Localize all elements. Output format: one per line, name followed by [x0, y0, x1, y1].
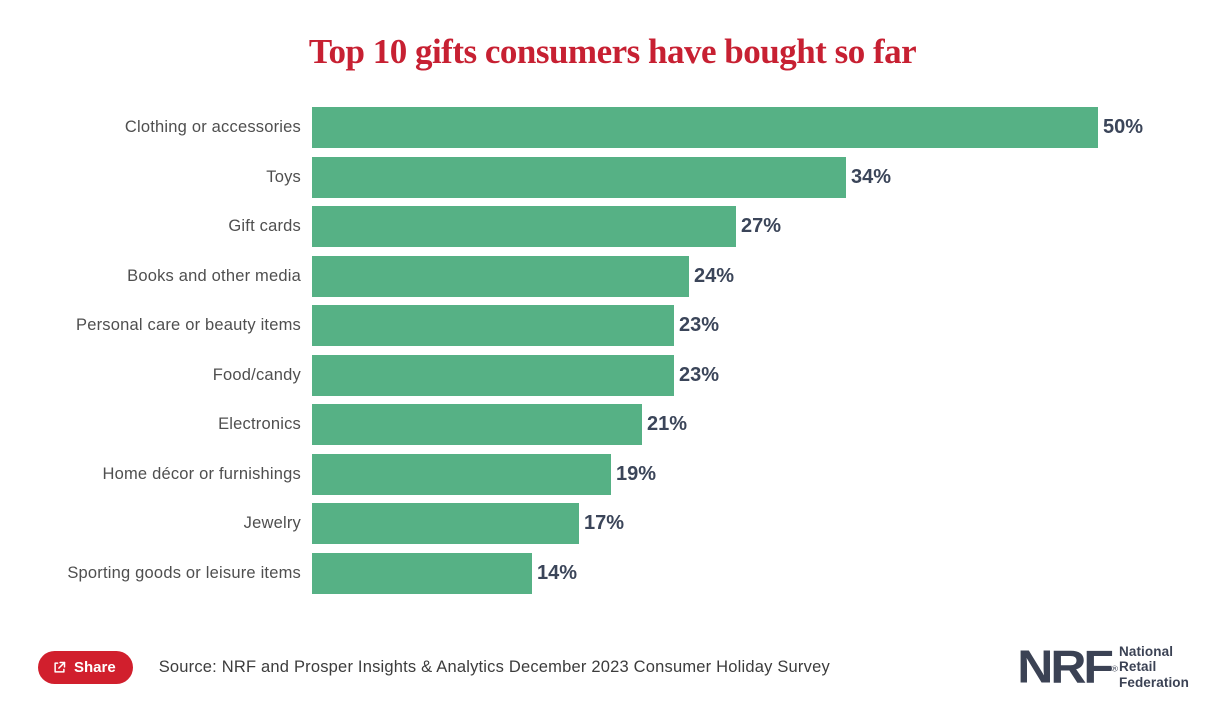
- value-label: 34%: [851, 165, 892, 188]
- nrf-logo-acronym: NRF ®: [1017, 641, 1118, 693]
- chart-row: Home décor or furnishings 19%: [0, 453, 1225, 495]
- chart-row: Books and other media 24%: [0, 255, 1225, 297]
- bar: [312, 552, 532, 594]
- category-label: Electronics: [218, 415, 301, 433]
- value-label: 23%: [679, 314, 720, 336]
- chart-row: Food/candy 23%: [0, 354, 1225, 396]
- chart-row: Jewelry 17%: [0, 503, 1225, 544]
- value-label: 27%: [741, 215, 782, 237]
- value-label: 14%: [537, 561, 578, 584]
- chart-row: Sporting goods or leisure items 14%: [0, 552, 1225, 594]
- bar-chart: Clothing or accessories 50% Toys 34% Gift ca…: [0, 107, 1225, 594]
- footer: Share Source: NRF and Prosper Insights &…: [0, 641, 1225, 693]
- value-label: 24%: [694, 264, 735, 287]
- category-label: Sporting goods or leisure items: [67, 563, 301, 582]
- chart-row: Electronics 21%: [0, 404, 1225, 445]
- chart-row: Gift cards 27%: [0, 206, 1225, 247]
- category-label: Clothing or accessories: [124, 118, 301, 136]
- share-icon: [52, 660, 67, 675]
- value-label: 50%: [1103, 116, 1144, 138]
- bar: [312, 156, 846, 198]
- category-label: Food/candy: [212, 365, 301, 384]
- chart-row: Toys 34%: [0, 156, 1225, 198]
- category-label: Jewelry: [243, 514, 301, 532]
- nrf-logo: NRF ® National Retail Federation: [1017, 641, 1189, 693]
- bar: [312, 305, 674, 346]
- category-label: Home décor or furnishings: [102, 464, 301, 483]
- category-label: Books and other media: [127, 266, 301, 285]
- bar: [312, 354, 674, 396]
- registered-trademark-symbol: ®: [1111, 664, 1118, 674]
- chart-row: Clothing or accessories 50%: [0, 107, 1225, 148]
- share-button[interactable]: Share: [38, 650, 133, 684]
- value-label: 19%: [616, 462, 657, 485]
- bar: [312, 206, 736, 247]
- nrf-logo-text: National Retail Federation: [1118, 644, 1189, 690]
- value-label: 21%: [647, 413, 688, 435]
- bar: [312, 255, 689, 297]
- category-label: Personal care or beauty items: [76, 316, 301, 334]
- bar: [312, 107, 1098, 148]
- value-label: 23%: [679, 363, 720, 386]
- bar: [312, 453, 611, 495]
- chart-title: Top 10 gifts consumers have bought so fa…: [308, 32, 917, 71]
- share-button-label: Share: [74, 658, 116, 676]
- category-label: Gift cards: [228, 217, 301, 235]
- chart-row: Personal care or beauty items 23%: [0, 305, 1225, 346]
- category-label: Toys: [266, 167, 301, 186]
- value-label: 17%: [584, 512, 625, 534]
- bar: [312, 404, 642, 445]
- source-text: Source: NRF and Prosper Insights & Analy…: [158, 657, 830, 676]
- bar: [312, 503, 579, 544]
